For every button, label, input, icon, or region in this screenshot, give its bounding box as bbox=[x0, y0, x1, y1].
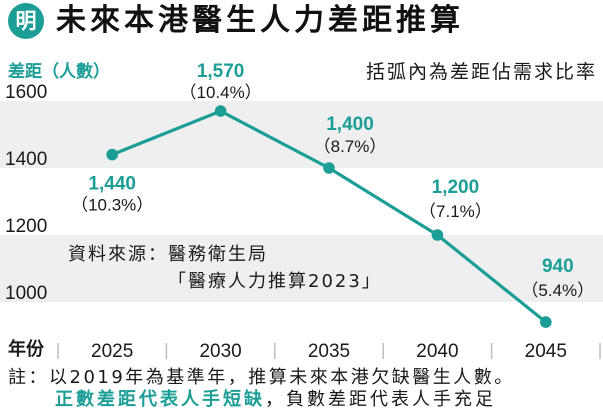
footnote-negative-note: ，負數差距代表人手充足 bbox=[265, 389, 496, 410]
grid-bands bbox=[0, 101, 603, 302]
data-point bbox=[540, 316, 552, 328]
data-ratio-label: （8.7%） bbox=[314, 137, 387, 156]
data-value-label: 1,570 bbox=[197, 61, 245, 82]
data-labels: 1,440（10.3%） 1,570（10.4%） 1,400 （8.7%） 1,200… bbox=[71, 61, 594, 300]
footnote-line-1: 註：以2019年為基準年，推算未來本港欠缺醫生人數。 bbox=[8, 367, 515, 388]
x-tick-label: 2040 bbox=[416, 341, 458, 362]
data-point bbox=[214, 105, 227, 117]
x-tick-label: 2035 bbox=[308, 341, 350, 362]
footnote-positive-note: 正數差距代表人手短缺 bbox=[55, 389, 265, 410]
source-line-2: 「醫療人力推算2023」 bbox=[168, 271, 382, 292]
data-value-label: 940 bbox=[542, 256, 574, 277]
y-tick-label: 1000 bbox=[5, 283, 47, 304]
data-points bbox=[106, 105, 552, 328]
chart-title: 未來本港醫生人力差距推算 bbox=[56, 3, 464, 38]
data-ratio-label: （10.3%） bbox=[71, 196, 153, 215]
y-tick-label: 1600 bbox=[5, 82, 47, 103]
grid-band bbox=[0, 235, 603, 302]
data-value-label: 1,440 bbox=[88, 174, 136, 195]
data-ratio-label: （10.4%） bbox=[179, 83, 261, 102]
data-value-label: 1,400 bbox=[326, 114, 374, 135]
data-point bbox=[106, 148, 118, 161]
footnote-line-2: 正數差距代表人手短缺，負數差距代表人手充足 bbox=[55, 389, 496, 411]
x-axis: 2025 2030 2035 2040 2045 bbox=[57, 341, 601, 362]
x-axis-label: 年份 bbox=[8, 339, 44, 360]
data-point bbox=[323, 162, 335, 174]
y-axis-ticks: 1600 1400 1200 1000 bbox=[5, 82, 47, 304]
y-axis-label: 差距（人數） bbox=[8, 62, 110, 82]
grid-band bbox=[0, 101, 603, 168]
chart-annotation: 括弧內為差距佔需求比率 bbox=[365, 61, 597, 83]
y-tick-label: 1400 bbox=[5, 149, 47, 170]
y-tick-label: 1200 bbox=[5, 216, 47, 237]
data-value-label: 1,200 bbox=[432, 177, 480, 198]
source-line-1: 資料來源：醫務衛生局 bbox=[68, 244, 268, 265]
data-point bbox=[431, 229, 444, 241]
data-ratio-label: （7.1%） bbox=[419, 202, 492, 221]
x-tick-label: 2030 bbox=[199, 341, 241, 362]
x-tick-label: 2025 bbox=[91, 341, 133, 362]
x-tick-label: 2045 bbox=[525, 341, 567, 362]
publisher-logo: 明 bbox=[8, 3, 44, 39]
logo-text: 明 bbox=[15, 8, 37, 33]
data-ratio-label: （5.4%） bbox=[521, 281, 594, 300]
